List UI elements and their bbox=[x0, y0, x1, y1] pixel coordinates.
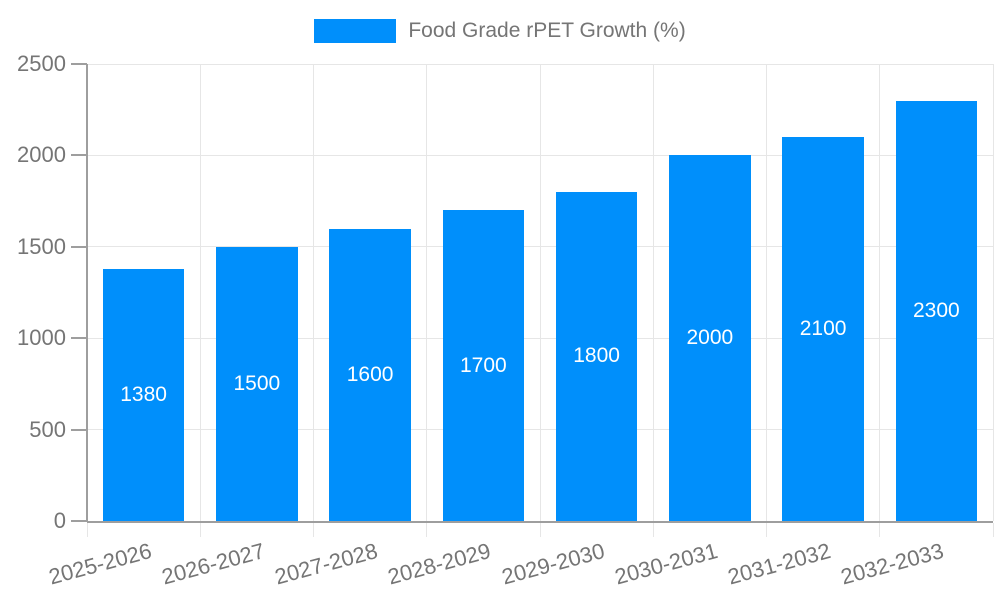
bar[interactable] bbox=[216, 246, 298, 521]
y-axis-tick-label: 0 bbox=[53, 508, 66, 533]
x-gridline bbox=[766, 64, 767, 521]
x-gridline bbox=[426, 64, 428, 521]
x-axis-baseline bbox=[87, 521, 993, 523]
y-axis-tick bbox=[71, 63, 87, 65]
y-axis-tick-label: 500 bbox=[29, 416, 66, 442]
x-axis-tick bbox=[879, 523, 881, 537]
x-gridline bbox=[313, 64, 314, 521]
y-axis-tick-label: 1500 bbox=[17, 233, 66, 259]
y-axis-tick-label: 2500 bbox=[17, 51, 66, 76]
x-axis-tick bbox=[199, 523, 201, 537]
x-gridline bbox=[992, 64, 994, 521]
bar[interactable] bbox=[669, 155, 751, 521]
x-axis-tick bbox=[766, 523, 767, 537]
x-gridline bbox=[199, 64, 201, 521]
y-axis-line bbox=[86, 64, 88, 521]
x-axis-tick bbox=[86, 523, 88, 537]
x-gridline bbox=[652, 64, 654, 521]
x-axis-tick bbox=[992, 523, 994, 537]
bar[interactable] bbox=[555, 191, 638, 521]
y-axis-tick bbox=[71, 337, 87, 340]
y-axis-tick bbox=[71, 520, 87, 522]
y-axis-tick-label: 2000 bbox=[17, 142, 66, 168]
y-axis-tick-label: 1000 bbox=[17, 325, 66, 351]
y-axis-tick bbox=[71, 154, 87, 157]
x-gridline bbox=[879, 64, 881, 521]
y-axis-tick bbox=[71, 245, 87, 248]
bar[interactable] bbox=[442, 210, 525, 521]
bar[interactable] bbox=[102, 268, 185, 521]
x-axis-tick bbox=[539, 523, 541, 537]
y-axis-tick bbox=[71, 428, 87, 431]
chart-legend[interactable]: Food Grade rPET Growth (%) bbox=[0, 19, 1000, 43]
bar[interactable] bbox=[329, 228, 411, 521]
legend-label: Food Grade rPET Growth (%) bbox=[408, 19, 686, 42]
bar[interactable] bbox=[782, 137, 864, 521]
x-axis-tick bbox=[426, 523, 428, 537]
legend-swatch-icon bbox=[314, 19, 397, 43]
x-gridline bbox=[539, 64, 541, 521]
x-axis-tick bbox=[652, 523, 654, 537]
bar[interactable] bbox=[895, 100, 978, 521]
x-axis-tick bbox=[313, 523, 314, 537]
